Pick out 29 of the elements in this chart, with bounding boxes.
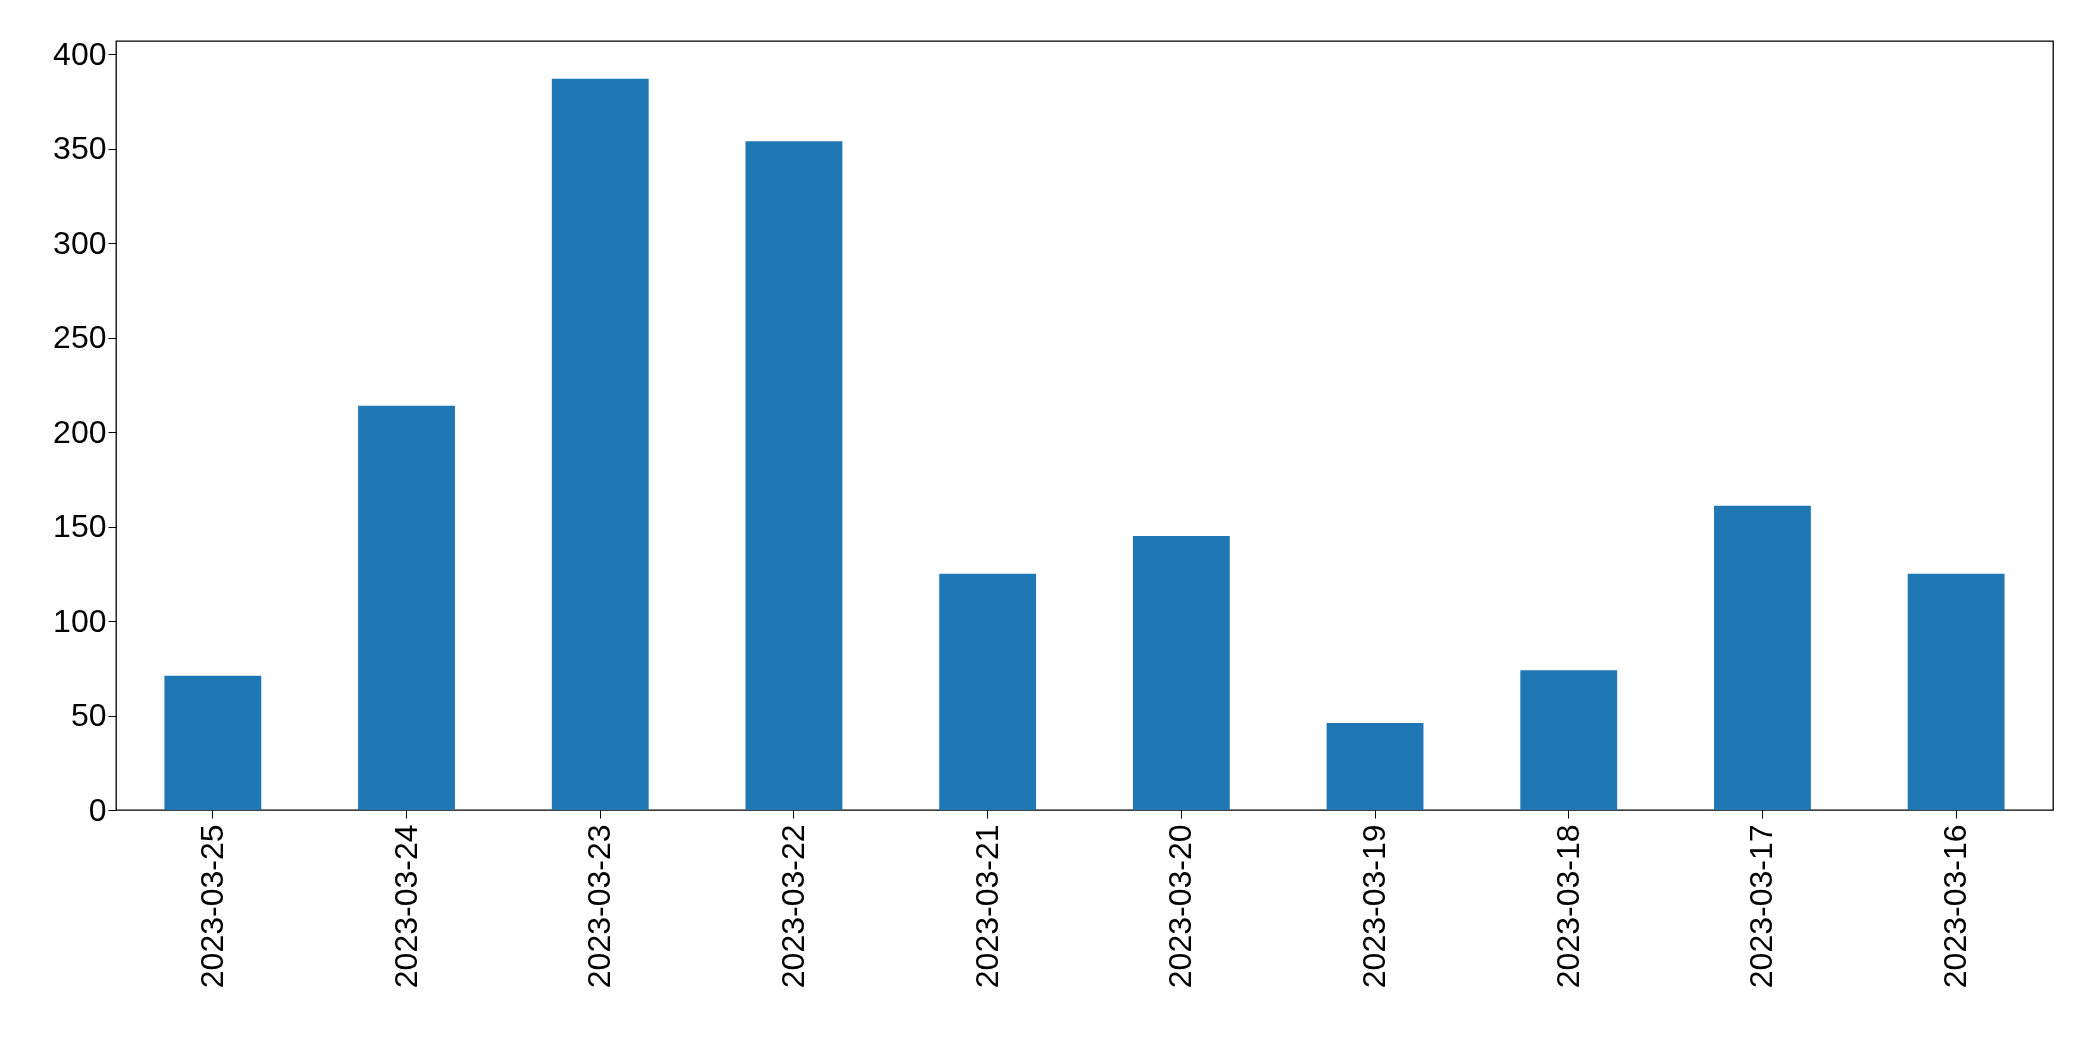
y-tick-label: 50 — [70, 697, 107, 734]
bar — [939, 573, 1037, 810]
bar — [745, 141, 843, 810]
x-tick-label: 2023-03-22 — [774, 824, 811, 989]
y-tick-label: 150 — [53, 508, 107, 545]
x-tick-label: 2023-03-17 — [1743, 824, 1780, 989]
bar — [1520, 670, 1618, 810]
y-tick-label: 100 — [53, 602, 107, 639]
x-tick-label: 2023-03-20 — [1162, 824, 1199, 989]
y-tick-label: 350 — [53, 130, 107, 167]
bar — [551, 78, 649, 810]
bar — [1326, 723, 1424, 810]
y-tick-label: 200 — [53, 413, 107, 450]
y-tick-label: 300 — [53, 224, 107, 261]
x-tick-label: 2023-03-25 — [193, 824, 230, 989]
bar — [1132, 536, 1230, 810]
bar — [164, 675, 262, 810]
x-tick-label: 2023-03-23 — [581, 824, 618, 989]
bar — [1907, 573, 2005, 810]
x-tick-label: 2023-03-24 — [387, 824, 424, 989]
bar — [1714, 505, 1811, 810]
x-tick-label: 2023-03-16 — [1937, 824, 1974, 989]
bar — [358, 405, 455, 810]
x-tick-label: 2023-03-19 — [1356, 824, 1393, 989]
y-tick-label: 400 — [53, 35, 107, 72]
x-tick-label: 2023-03-18 — [1549, 824, 1586, 989]
x-tick-label: 2023-03-21 — [968, 824, 1005, 989]
y-tick-label: 250 — [53, 319, 107, 356]
y-tick-label: 0 — [88, 791, 107, 828]
